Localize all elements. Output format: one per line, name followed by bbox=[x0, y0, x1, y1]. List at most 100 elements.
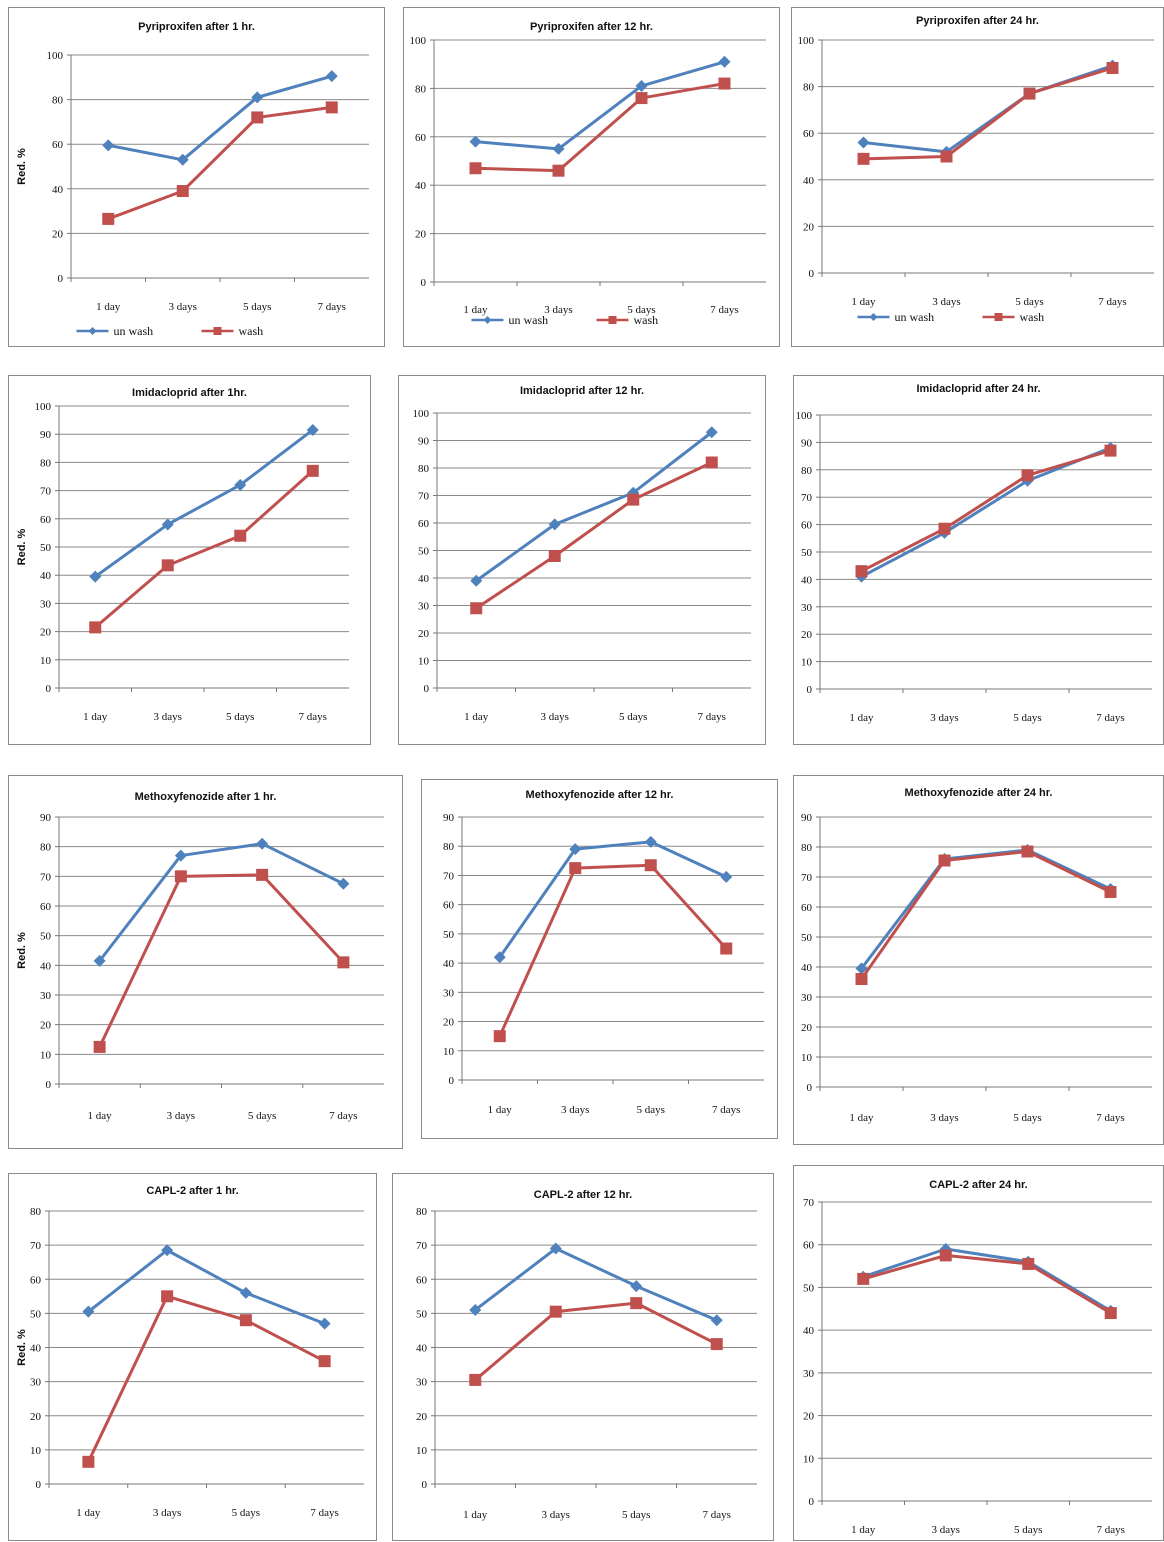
y-tick-label: 0 bbox=[807, 684, 813, 696]
y-tick-label: 60 bbox=[415, 132, 427, 144]
y-axis-label: Red. % bbox=[16, 148, 28, 185]
x-tick-label: 1 day bbox=[88, 1110, 113, 1122]
legend-marker-unwash bbox=[483, 316, 492, 324]
x-tick-label: 5 days bbox=[232, 1507, 260, 1519]
y-tick-label: 0 bbox=[422, 1479, 428, 1491]
chart-panel-methoxyfenozide-24hr: Methoxyfenozide after 24 hr. 0 10 20 30 40 50 6… bbox=[793, 775, 1164, 1145]
chart-title: Pyriproxifen after 24 hr. bbox=[916, 15, 1039, 27]
y-axis-label: Red. % bbox=[16, 932, 28, 969]
y-tick-label: 40 bbox=[416, 1343, 428, 1355]
x-tick-label: 7 days bbox=[299, 711, 327, 723]
data-point-unwash bbox=[161, 1244, 174, 1257]
data-point-wash bbox=[627, 493, 640, 506]
chart-panel-imidacloprid-12hr: Imidacloprid after 12 hr. 0 10 20 30 40 50 60 70… bbox=[398, 375, 766, 745]
y-tick-label: 40 bbox=[418, 573, 430, 585]
y-tick-label: 40 bbox=[443, 958, 455, 970]
y-tick-label: 50 bbox=[40, 542, 52, 554]
legend: un wash wash bbox=[857, 310, 1044, 324]
series-line-wash bbox=[107, 105, 332, 221]
chart-title: Methoxyfenozide after 24 hr. bbox=[905, 787, 1053, 799]
data-point-wash bbox=[306, 464, 319, 477]
chart-title: Pyriproxifen after 12 hr. bbox=[530, 21, 653, 33]
x-tick-label: 7 days bbox=[703, 1509, 731, 1521]
data-point-wash bbox=[1106, 61, 1119, 74]
y-tick-label: 40 bbox=[415, 180, 427, 192]
data-point-unwash bbox=[469, 1303, 482, 1316]
x-tick-label: 5 days bbox=[243, 301, 271, 313]
y-tick-label: 40 bbox=[40, 570, 52, 582]
x-tick-label: 7 days bbox=[698, 711, 726, 723]
data-point-wash bbox=[855, 973, 868, 985]
data-point-unwash bbox=[705, 426, 718, 439]
y-tick-label: 20 bbox=[416, 1411, 428, 1423]
data-point-wash bbox=[318, 1355, 331, 1368]
data-point-unwash bbox=[569, 843, 582, 856]
data-point-unwash bbox=[89, 570, 102, 583]
data-point-wash bbox=[548, 550, 561, 562]
chart-panel-capl2-1hr: CAPL-2 after 1 hr. 0 10 20 30 40 50 60 70 80 Red. … bbox=[8, 1173, 377, 1541]
data-point-wash bbox=[549, 1305, 562, 1318]
data-point-unwash bbox=[176, 153, 189, 166]
x-tick-label: 7 days bbox=[712, 1104, 740, 1116]
legend-marker-wash bbox=[994, 313, 1003, 321]
legend: un wash wash bbox=[471, 313, 658, 327]
series-line-unwash bbox=[862, 1247, 1112, 1313]
legend-marker-unwash bbox=[869, 313, 878, 321]
data-point-wash bbox=[1104, 886, 1117, 898]
y-tick-label: 50 bbox=[803, 1282, 815, 1294]
x-tick-label: 1 day bbox=[463, 304, 488, 316]
series-line-unwash bbox=[860, 848, 1112, 970]
chart-svg: Pyriproxifen after 24 hr. 0 20 40 60 80 100 1 d… bbox=[798, 15, 1154, 324]
y-tick-label: 60 bbox=[40, 901, 52, 913]
x-tick-label: 5 days bbox=[1015, 296, 1043, 308]
data-point-wash bbox=[630, 1297, 643, 1310]
data-point-wash bbox=[1022, 1257, 1035, 1270]
series-line-unwash bbox=[475, 431, 713, 582]
y-tick-label: 30 bbox=[801, 992, 813, 1004]
x-tick-label: 1 day bbox=[96, 301, 121, 313]
series-line-unwash bbox=[87, 1248, 326, 1326]
y-tick-label: 90 bbox=[801, 812, 813, 824]
data-point-wash bbox=[718, 77, 731, 90]
data-point-wash bbox=[239, 1314, 252, 1327]
chart-svg: Imidacloprid after 12 hr. 0 10 20 30 40 50 60 70… bbox=[413, 385, 751, 723]
data-point-wash bbox=[176, 185, 189, 198]
y-tick-label: 100 bbox=[410, 35, 427, 47]
data-point-unwash bbox=[644, 835, 657, 848]
legend-label-unwash: un wash bbox=[114, 324, 154, 338]
y-tick-label: 10 bbox=[801, 1052, 813, 1064]
y-tick-label: 80 bbox=[40, 842, 52, 854]
y-tick-label: 40 bbox=[801, 574, 813, 586]
chart-panel-capl2-12hr: CAPL-2 after 12 hr. 0 10 20 30 40 50 60 70 80 1 da… bbox=[392, 1173, 774, 1541]
chart-svg: CAPL-2 after 1 hr. 0 10 20 30 40 50 60 70 80 Red. … bbox=[16, 1185, 364, 1519]
data-point-wash bbox=[174, 870, 187, 883]
series-line-wash bbox=[860, 449, 1111, 573]
data-point-unwash bbox=[318, 1317, 331, 1330]
x-tick-label: 3 days bbox=[930, 712, 958, 724]
legend-marker-unwash bbox=[88, 327, 97, 335]
data-point-wash bbox=[256, 868, 269, 881]
y-tick-label: 60 bbox=[40, 514, 52, 526]
x-tick-label: 5 days bbox=[1014, 1524, 1042, 1536]
y-tick-label: 80 bbox=[803, 82, 815, 94]
chart-panel-methoxyfenozide-1hr: Methoxyfenozide after 1 hr. 0 10 20 30 40 50 60… bbox=[8, 775, 403, 1149]
y-tick-label: 0 bbox=[46, 683, 52, 695]
series-line-unwash bbox=[860, 446, 1112, 578]
series-line-wash bbox=[94, 469, 314, 629]
x-tick-label: 1 day bbox=[851, 1524, 876, 1536]
y-tick-label: 70 bbox=[801, 492, 813, 504]
data-point-wash bbox=[710, 1338, 723, 1351]
y-tick-label: 0 bbox=[807, 1082, 813, 1094]
x-tick-label: 5 days bbox=[622, 1509, 650, 1521]
y-tick-label: 80 bbox=[416, 1206, 428, 1218]
chart-title: Imidacloprid after 1hr. bbox=[132, 387, 247, 399]
chart-svg: Pyriproxifen after 12 hr. 0 20 40 60 80 100 1 d… bbox=[410, 21, 766, 327]
x-tick-label: 3 days bbox=[154, 711, 182, 723]
series-line-unwash bbox=[474, 1247, 718, 1322]
series-line-unwash bbox=[98, 842, 345, 962]
data-point-wash bbox=[1021, 469, 1034, 482]
chart-svg: Pyriproxifen after 1 hr. 0 20 40 60 80 100 Red.… bbox=[16, 21, 369, 338]
y-tick-label: 50 bbox=[416, 1308, 428, 1320]
y-tick-label: 0 bbox=[809, 268, 815, 280]
data-point-wash bbox=[1104, 1307, 1117, 1320]
